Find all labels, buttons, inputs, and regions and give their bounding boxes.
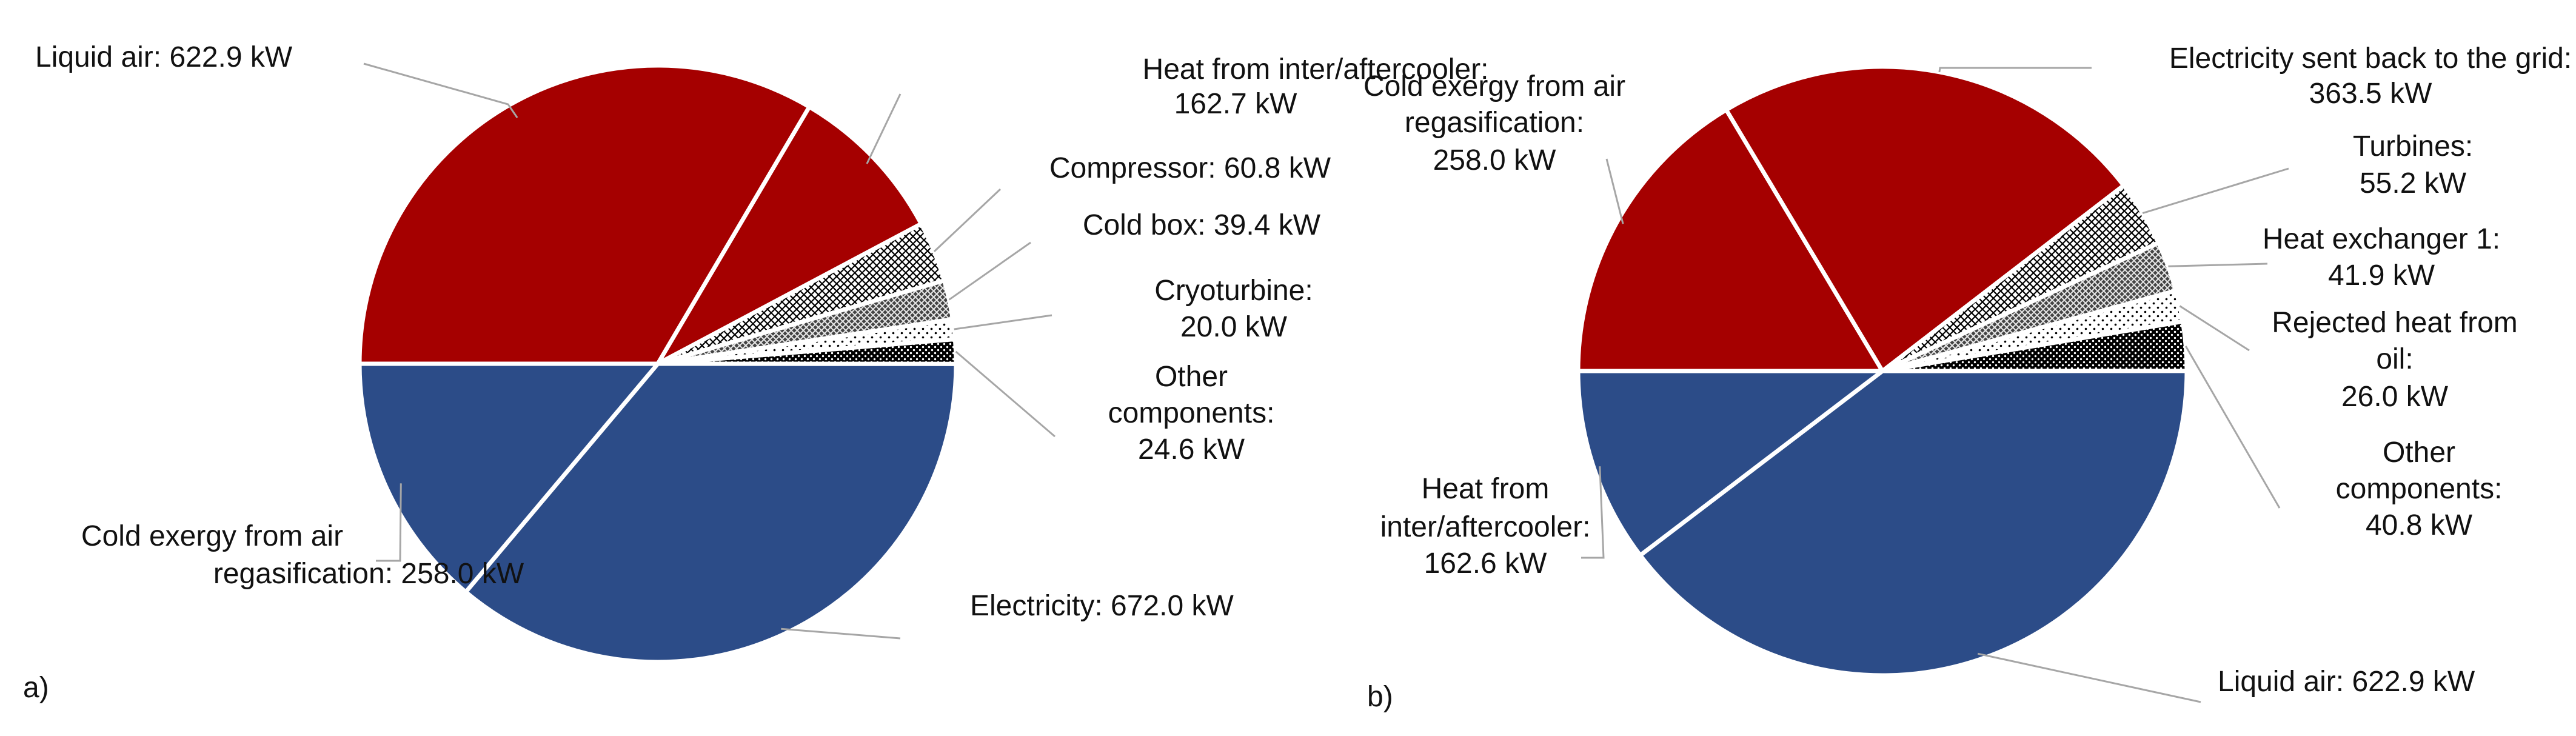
slice-label: components: xyxy=(2336,473,2503,505)
leader-line-cold-exergy-from-air-regasification-258-0-kw xyxy=(376,483,402,562)
slice-label: Rejected heat from xyxy=(2272,307,2518,339)
slice-label: Cold box: 39.4 kW xyxy=(1083,209,1321,241)
leader-line-rejected-heat-from-oil-26-0-kw xyxy=(2179,305,2250,352)
slice-label: Electricity sent back to the grid: xyxy=(2169,42,2572,75)
pie-slice-liquid-air-622-9-kw xyxy=(357,63,812,366)
pie-slice-cold-exergy-from-air-regasification-258-0-kw xyxy=(1576,107,1885,373)
slice-label: 162.6 kW xyxy=(1424,547,1547,580)
slice-label: 162.7 kW xyxy=(1174,88,1297,120)
slice-label: Liquid air: 622.9 kW xyxy=(2218,666,2475,698)
leader-line-other-components-24-6-kw xyxy=(955,350,1055,438)
pie-chart-a: Liquid air: 622.9 kW Heat from inter/afte… xyxy=(23,41,1488,704)
slice-label: Compressor: 60.8 kW xyxy=(1049,152,1331,184)
slice-label: 55.2 kW xyxy=(2360,167,2467,199)
leader-line-cryoturbine-20-0-kw xyxy=(954,314,1052,330)
slice-label: Liquid air: 622.9 kW xyxy=(35,41,293,73)
slice-label: 363.5 kW xyxy=(2309,78,2432,110)
slice-label: Turbines: xyxy=(2353,130,2473,162)
slice-label: Other xyxy=(2383,437,2455,469)
slice-label: 26.0 kW xyxy=(2341,381,2449,413)
leader-line-heat-from-inter-aftercooler-162-7-kw xyxy=(866,93,902,164)
leader-line-compressor-60-8-kw xyxy=(933,188,1002,252)
slice-label: Cold exergy from air xyxy=(81,520,343,552)
slice-label: Heat from xyxy=(1422,473,1550,505)
leader-line-turbines-55-2-kw xyxy=(2142,167,2289,215)
leader-line-heat-from-inter-aftercooler-162-6-kw xyxy=(1581,466,1605,559)
slice-label: inter/aftercooler: xyxy=(1380,511,1591,543)
slice-label: Cold exergy from air xyxy=(1363,70,1625,102)
slice-label: 40.8 kW xyxy=(2366,509,2473,541)
leader-line-electricity-sent-back-to-the-grid-363-5-kw xyxy=(1938,67,2092,73)
slice-label: 20.0 kW xyxy=(1180,311,1288,343)
leader-line-electricity-672-0-kw xyxy=(781,627,901,640)
leader-line-liquid-air-622-9-kw xyxy=(363,62,518,118)
slice-label: Electricity: 672.0 kW xyxy=(970,590,1234,622)
pie-slice-heat-from-inter-aftercooler-162-7-kw xyxy=(655,104,923,366)
pie-chart-b: Cold exergy from air regasification: 258.0… xyxy=(1363,42,2572,713)
slice-label: regasification: xyxy=(1405,107,1584,139)
slice-label: Cryoturbine: xyxy=(1154,275,1313,307)
slice-label: components: xyxy=(1108,397,1275,429)
leader-line-liquid-air-622-9-kw xyxy=(1977,652,2201,703)
slice-label: Heat exchanger 1: xyxy=(2263,223,2500,255)
slice-label: regasification: 258.0 kW xyxy=(213,558,524,590)
leader-line-heat-exchanger-1-41-9-kw xyxy=(2168,263,2268,267)
slice-label: Heat from inter/aftercooler: xyxy=(1143,53,1489,85)
pie-slice-electricity-672-0-kw xyxy=(463,361,958,664)
leader-line-cold-box-39-4-kw xyxy=(948,241,1031,301)
panel-label: a) xyxy=(23,672,49,704)
pie-slice-cold-exergy-from-air-regasification-258-0-kw xyxy=(357,361,660,594)
slice-label: Other xyxy=(1155,361,1228,393)
pie-slice-heat-from-inter-aftercooler-162-6-kw xyxy=(1576,369,1885,558)
leader-line-other-components-40-8-kw xyxy=(2185,346,2281,509)
slice-label: oil: xyxy=(2376,343,2413,375)
leader-line-cold-exergy-from-air-regasification-258-0-kw xyxy=(1605,158,1624,224)
slice-label: 41.9 kW xyxy=(2328,259,2435,292)
panel-label: b) xyxy=(1367,681,1393,713)
pie-slice-liquid-air-622-9-kw xyxy=(1638,369,2189,678)
slice-label: 24.6 kW xyxy=(1138,433,1245,466)
slice-label: 258.0 kW xyxy=(1433,144,1556,176)
